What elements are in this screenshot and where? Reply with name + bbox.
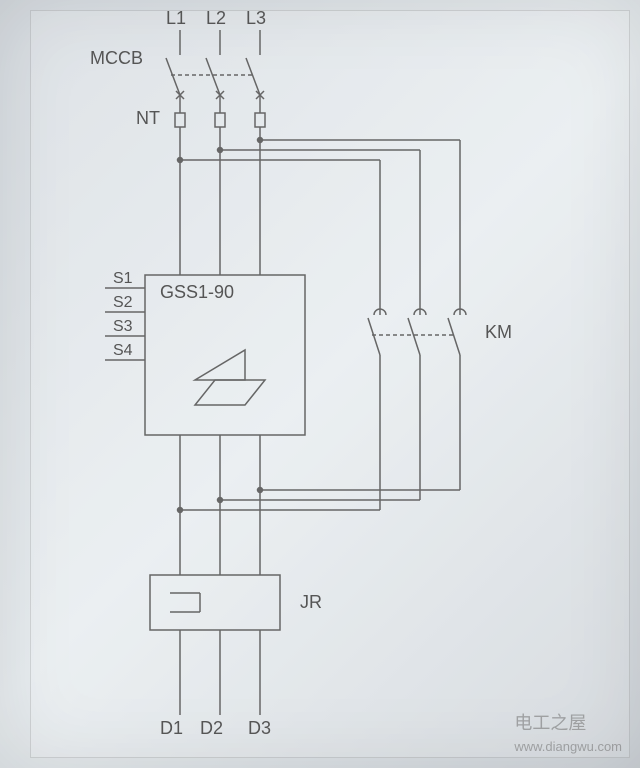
phase-l1-label: L1 <box>166 8 186 29</box>
output-d2-label: D2 <box>200 718 223 739</box>
schematic-svg <box>0 0 640 768</box>
watermark-text: 电工之屋 <box>514 713 586 733</box>
watermark: 电工之屋 www.diangwu.com <box>514 709 622 756</box>
mccb-label: MCCB <box>90 48 143 69</box>
output-d1-label: D1 <box>160 718 183 739</box>
jr-label: JR <box>300 592 322 613</box>
diagram-canvas: L1 L2 L3 MCCB NT GSS1-90 S1 S2 S3 S4 KM … <box>0 0 640 768</box>
s1-label: S1 <box>113 270 133 288</box>
s2-label: S2 <box>113 294 133 312</box>
softstarter-label: GSS1-90 <box>160 282 234 303</box>
s3-label: S3 <box>113 318 133 336</box>
watermark-url: www.diangwu.com <box>514 739 622 754</box>
output-d3-label: D3 <box>248 718 271 739</box>
km-label: KM <box>485 322 512 343</box>
nt-label: NT <box>136 108 160 129</box>
phase-l2-label: L2 <box>206 8 226 29</box>
s4-label: S4 <box>113 342 133 360</box>
phase-l3-label: L3 <box>246 8 266 29</box>
